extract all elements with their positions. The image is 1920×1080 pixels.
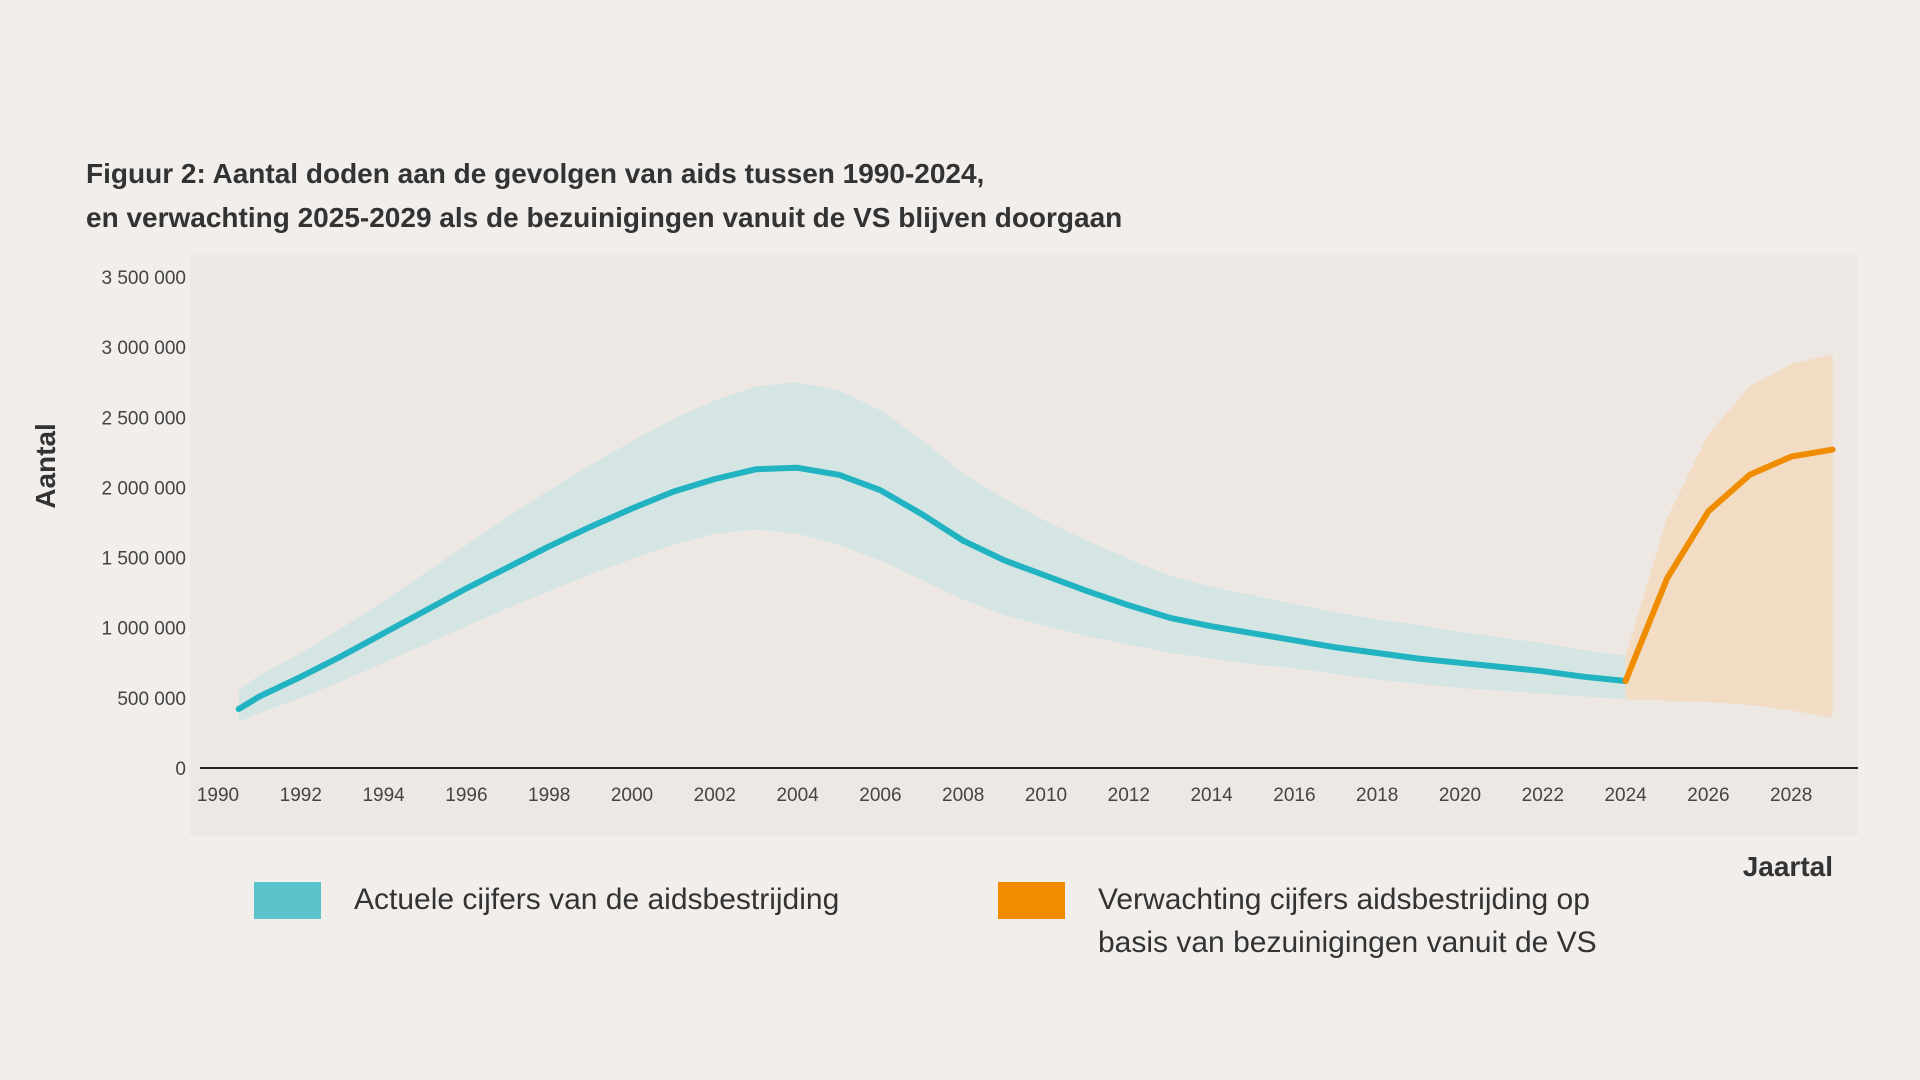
legend-label-projected-line-2: basis van bezuinigingen vanuit de VS	[1098, 926, 1597, 959]
x-tick-label: 2004	[776, 785, 819, 806]
x-tick-label: 1992	[280, 785, 322, 806]
series-line-projected	[1622, 446, 1836, 684]
legend-label-projected-line-1: Verwachting cijfers aidsbestrijding op	[1098, 883, 1590, 916]
y-axis-label: Aantal	[30, 423, 61, 509]
series-line-actual	[235, 464, 1629, 713]
y-tick-label: 1 000 000	[101, 619, 186, 640]
y-tick-label: 0	[175, 759, 186, 780]
chart-title: Figuur 2: Aantal doden aan de gevolgen v…	[86, 152, 1122, 240]
x-tick-label: 1996	[445, 785, 487, 806]
x-tick-label: 2018	[1356, 785, 1398, 806]
y-tick-label: 2 500 000	[101, 408, 186, 429]
x-tick-label: 2022	[1522, 785, 1564, 806]
x-tick-label: 2010	[1025, 785, 1067, 806]
chart-title-line-2: en verwachting 2025-2029 als de bezuinig…	[86, 202, 1123, 233]
x-axis-label: Jaartal	[1743, 851, 1833, 882]
x-tick-label: 2008	[942, 785, 984, 806]
x-tick-label: 1998	[528, 785, 570, 806]
x-tick-label: 1994	[362, 785, 405, 806]
series-lines	[235, 446, 1836, 713]
legend-swatch-actual	[254, 882, 321, 919]
y-tick-label: 2 000 000	[101, 478, 186, 499]
x-tick-label: 2016	[1273, 785, 1315, 806]
x-tick-label: 2024	[1604, 785, 1647, 806]
x-tick-label: 2006	[859, 785, 901, 806]
y-tick-label: 3 500 000	[101, 268, 186, 289]
y-tick-label: 1 500 000	[101, 549, 186, 570]
y-axis-ticks: 0 500 000 1 000 000 1 500 000 2 000 000 2 500…	[101, 268, 186, 780]
x-axis-ticks: 1990 1992 1994 1996 1998 2000 2002 2004 2006 2008…	[197, 785, 1812, 806]
x-tick-label: 2002	[694, 785, 736, 806]
x-tick-label: 1990	[197, 785, 239, 806]
legend-label-projected: Verwachting cijfers aidsbestrijding op b…	[1098, 878, 1597, 964]
x-tick-label: 2026	[1687, 785, 1729, 806]
x-tick-label: 2012	[1108, 785, 1150, 806]
chart-title-line-1: Figuur 2: Aantal doden aan de gevolgen v…	[86, 158, 985, 189]
x-tick-label: 2014	[1190, 785, 1233, 806]
legend-swatch-projected	[998, 882, 1065, 919]
confidence-band-projected	[1625, 354, 1833, 718]
x-tick-label: 2028	[1770, 785, 1812, 806]
y-tick-label: 3 000 000	[101, 338, 186, 359]
x-tick-label: 2000	[611, 785, 653, 806]
legend-label-actual: Actuele cijfers van de aidsbestrijding	[354, 883, 840, 916]
x-tick-label: 2020	[1439, 785, 1481, 806]
y-tick-label: 500 000	[117, 689, 186, 710]
